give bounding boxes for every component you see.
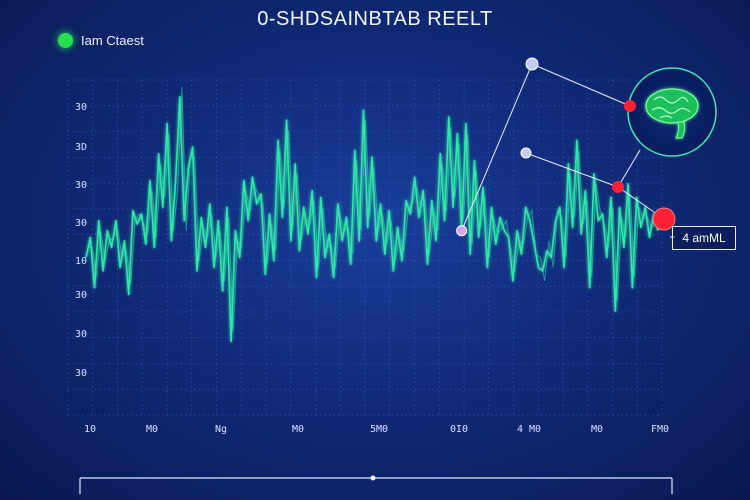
y-tick-label: 30: [75, 329, 87, 340]
connector-line: [461, 63, 533, 231]
y-axis-ticks: 30 3D 30 30 10 30 30 30: [75, 102, 87, 379]
y-tick-label: 10: [75, 256, 87, 267]
connector-line: [617, 149, 641, 188]
bracket-center-dot: [370, 475, 376, 481]
value-readout: 4 amML: [672, 226, 736, 250]
x-tick-label: FM0: [651, 424, 669, 435]
connector-line: [531, 63, 631, 107]
marker-red-small: [624, 100, 636, 112]
legend-label: Iam Ctaest: [81, 33, 144, 48]
connector-dot-mid: [520, 147, 532, 159]
connector-line: [525, 152, 619, 188]
x-tick-label: 10: [84, 424, 96, 435]
x-tick-label: 0I0: [450, 424, 468, 435]
connector-dot-peak: [456, 225, 468, 237]
series-line-group: [85, 86, 661, 343]
annotation-group: [456, 57, 717, 238]
series-line-echo: [88, 86, 661, 332]
y-tick-label: 30: [75, 180, 87, 191]
brain-icon: [645, 88, 699, 139]
marker-red-large: [652, 207, 676, 231]
connector-dot-top: [525, 57, 539, 71]
bottom-range-bracket: [79, 477, 673, 494]
brain-icon-stem: [675, 121, 686, 139]
y-tick-label: 30: [75, 102, 87, 113]
brain-icon-folds: [651, 96, 691, 119]
x-tick-label: Ng: [215, 424, 227, 435]
x-tick-label: 5M0: [370, 424, 388, 435]
legend-swatch: [58, 33, 73, 48]
legend: Iam Ctaest: [58, 33, 144, 48]
series-line: [85, 96, 659, 343]
x-tick-label: M0: [146, 424, 158, 435]
x-tick-label: M0: [591, 424, 603, 435]
x-tick-label: 4 M0: [517, 424, 541, 435]
y-tick-label: 30: [75, 290, 87, 301]
y-tick-label: 3D: [75, 142, 87, 153]
marker-red-mid: [612, 181, 624, 193]
x-axis-ticks: 10 M0 Ng M0 5M0 0I0 4 M0 M0 FM0: [84, 424, 669, 435]
grid: [67, 79, 663, 416]
y-tick-label: 30: [75, 218, 87, 229]
chart-title: 0-SHDSAINBTAB REELT: [257, 8, 493, 30]
y-tick-label: 30: [75, 368, 87, 379]
x-tick-label: M0: [292, 424, 304, 435]
